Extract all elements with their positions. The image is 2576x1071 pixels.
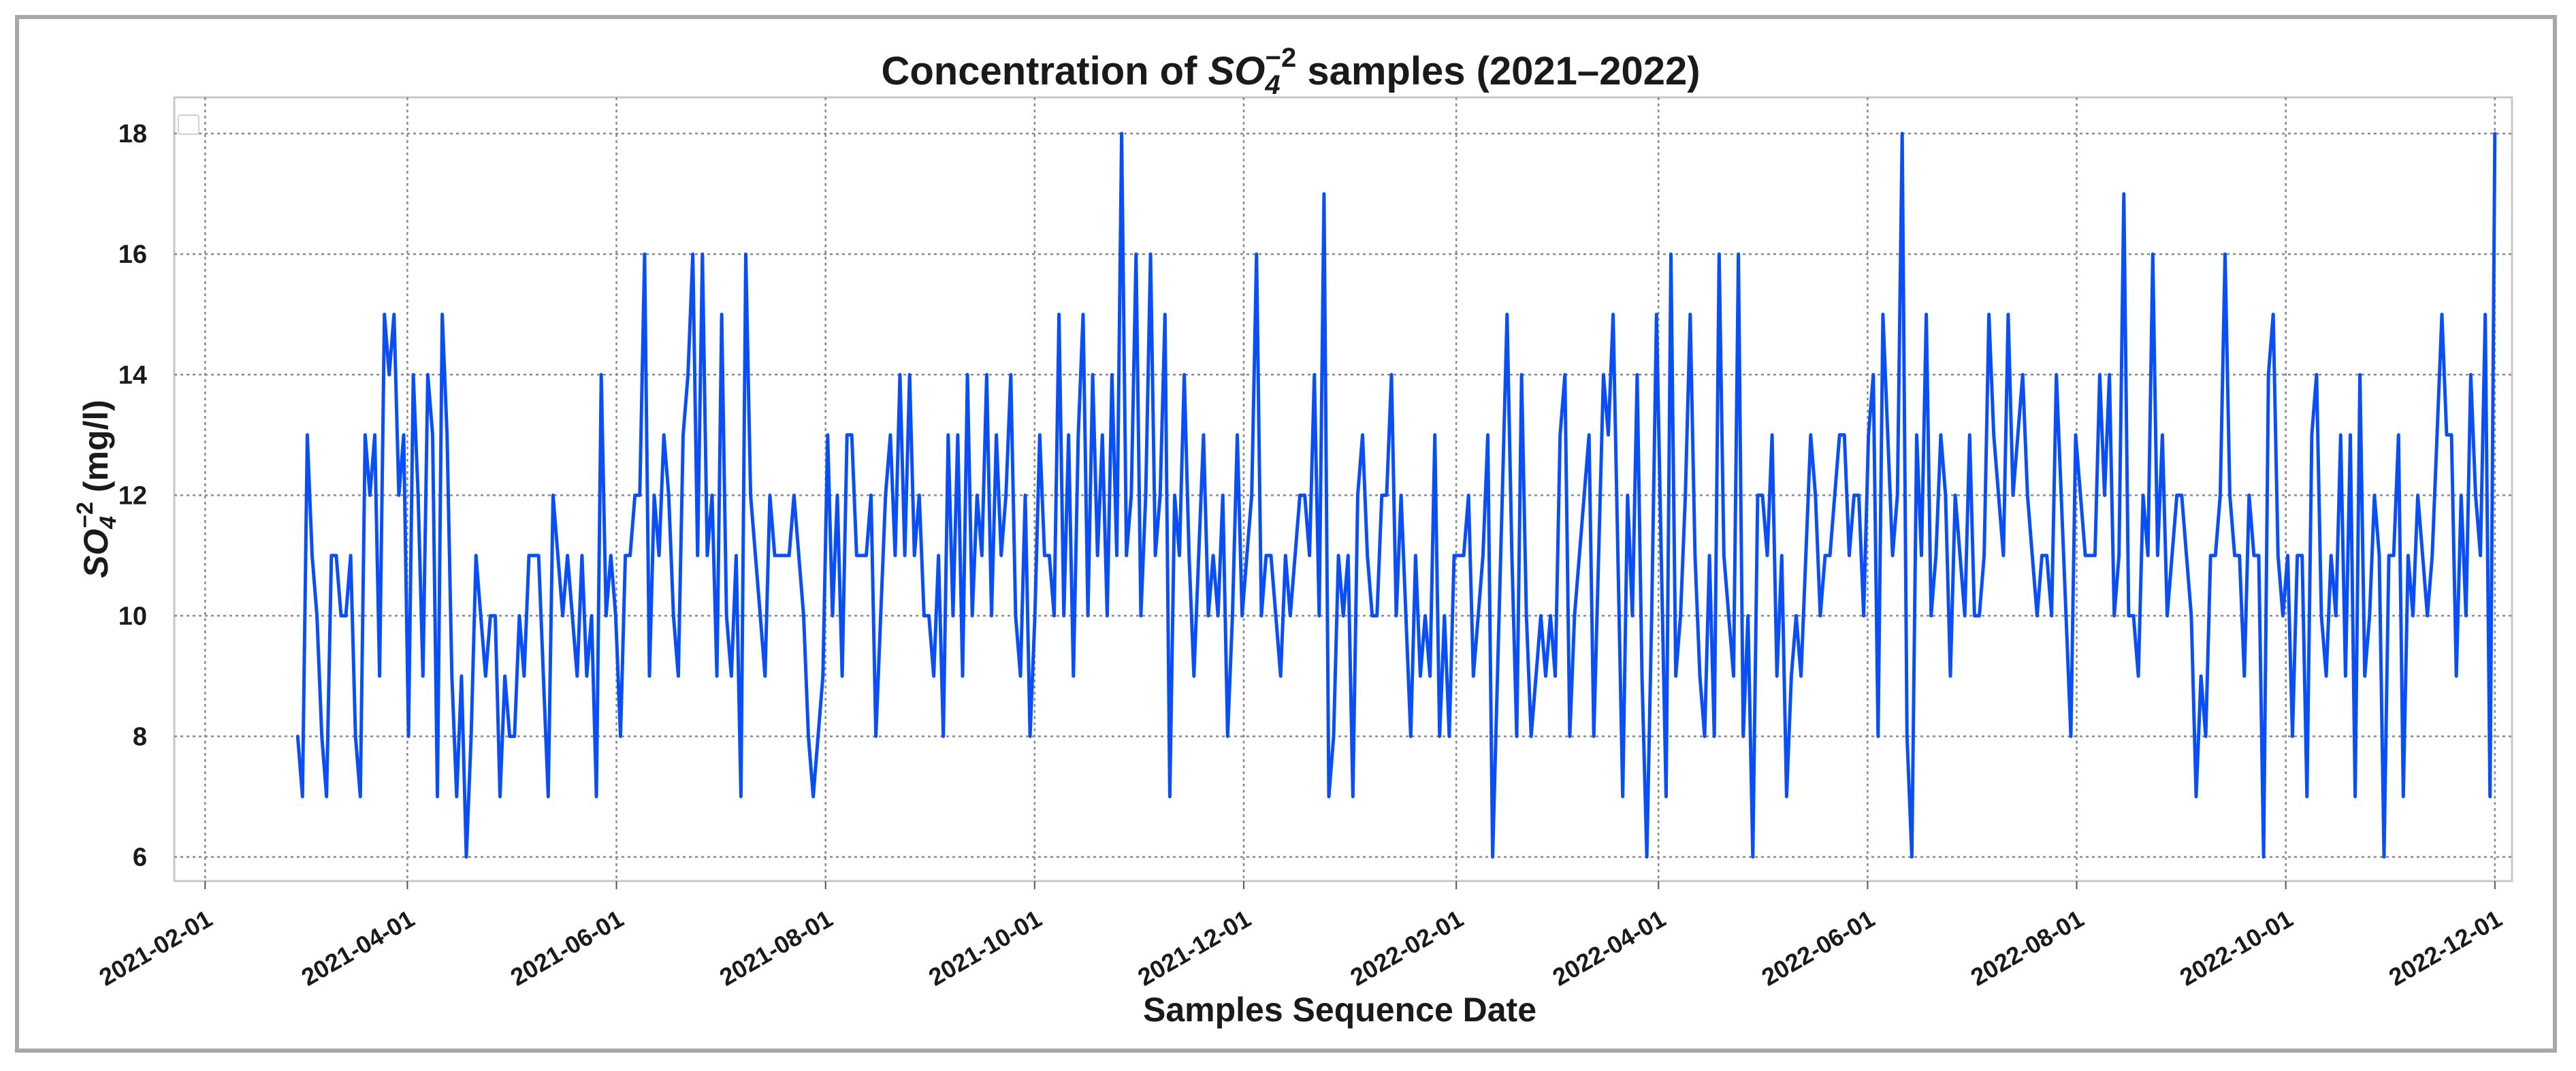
- chart-title: Concentration of SO4−2 samples (2021–202…: [881, 43, 1700, 100]
- series-layer: [295, 131, 2497, 859]
- series-line: [295, 131, 2497, 859]
- y-tick-label: 18: [118, 120, 147, 148]
- title-suffix: samples (2021–2022): [1296, 49, 1700, 93]
- title-prefix: Concentration of: [881, 49, 1208, 93]
- x-tick-label: 2022-06-01: [1757, 904, 1880, 991]
- x-tick-label: 2021-08-01: [715, 904, 837, 991]
- line-chart: 2021-02-01 2021-04-01 2021-06-01 2021-08-01…: [72, 43, 2513, 1029]
- x-tick-label: 2022-04-01: [1547, 904, 1670, 991]
- x-tick-label: 2021-12-01: [1133, 904, 1255, 991]
- x-tick-label: 2022-08-01: [1966, 904, 2089, 991]
- x-tick-label: 2021-02-01: [95, 904, 217, 991]
- legend-box: [178, 114, 199, 135]
- title-sub: 4: [1264, 70, 1280, 100]
- x-tick-label: 2021-06-01: [506, 904, 628, 991]
- chart-frame: 2021-02-01 2021-04-01 2021-06-01 2021-08-01…: [15, 15, 2557, 1053]
- y-tick-label: 6: [133, 844, 147, 872]
- x-axis-label: Samples Sequence Date: [1143, 991, 1536, 1029]
- x-axis-ticks: 2021-02-01 2021-04-01 2021-06-01 2021-08-01…: [95, 881, 2507, 991]
- y-tick-label: 16: [118, 240, 147, 269]
- ylabel-chem: SO: [77, 529, 115, 578]
- x-tick-label: 2022-10-01: [2175, 904, 2298, 991]
- ylabel-suffix: (mg/l): [77, 400, 115, 502]
- y-tick-label: 10: [118, 602, 147, 630]
- x-tick-label: 2021-04-01: [297, 904, 419, 991]
- y-tick-label: 14: [118, 361, 147, 389]
- title-chem: SO: [1208, 49, 1266, 93]
- x-tick-label: 2021-10-01: [924, 904, 1046, 991]
- y-axis-ticks: 6 8 10 12 14 16 18: [118, 120, 147, 872]
- x-tick-label: 2022-12-01: [2384, 904, 2507, 991]
- y-axis-label: SO4−2 (mg/l): [72, 400, 121, 578]
- x-tick-label: 2022-02-01: [1345, 904, 1468, 991]
- y-tick-label: 12: [118, 481, 147, 510]
- y-tick-label: 8: [133, 723, 147, 752]
- ylabel-sub: 4: [95, 516, 121, 530]
- ylabel-sup: −2: [72, 502, 98, 528]
- title-sup: −2: [1266, 43, 1297, 73]
- grid-lines: [174, 97, 2512, 881]
